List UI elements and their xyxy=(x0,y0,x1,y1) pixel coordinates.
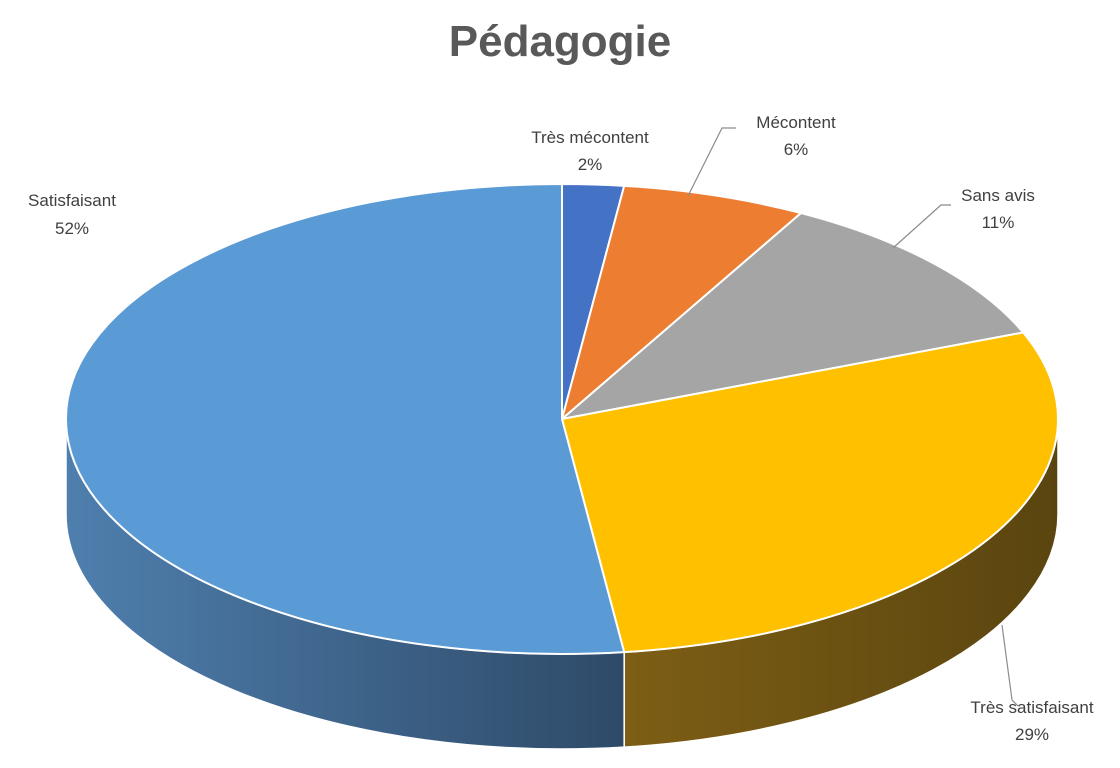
slice-label-tres-satisfaisant-value: 29% xyxy=(1015,725,1049,744)
slice-satisfaisant xyxy=(65,182,626,655)
leader-tres-satisfaisant xyxy=(1001,624,1019,707)
chart-title: Pédagogie xyxy=(449,17,672,66)
slice-label-mecontent-name: Mécontent xyxy=(756,113,836,132)
leader-sans-avis xyxy=(892,204,951,249)
slice-label-tres-mecontent-value: 2% xyxy=(578,155,603,174)
slice-label-tres-satisfaisant-name: Très satisfaisant xyxy=(970,698,1093,717)
slice-label-satisfaisant-name: Satisfaisant xyxy=(28,191,116,210)
pie-slices xyxy=(65,182,1059,655)
slice-label-mecontent-value: 6% xyxy=(784,140,809,159)
pie-leader-lines xyxy=(687,127,1019,707)
slice-sans-avis xyxy=(558,211,1026,421)
slice-label-sans-avis-value: 11% xyxy=(982,213,1015,232)
slice-mecontent xyxy=(560,184,804,422)
leader-mecontent xyxy=(687,127,736,197)
slice-label-tres-mecontent-name: Très mécontent xyxy=(531,128,649,147)
slice-tres-satisfaisant xyxy=(560,331,1059,654)
slice-label-satisfaisant-value: 52% xyxy=(55,219,89,238)
slice-label-sans-avis-name: Sans avis xyxy=(961,186,1035,205)
